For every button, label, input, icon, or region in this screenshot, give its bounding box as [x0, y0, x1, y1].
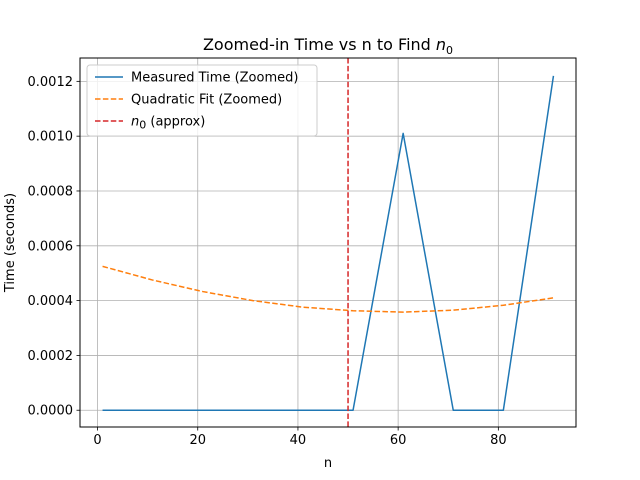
legend-n0-subscript: 0 [139, 119, 146, 132]
legend-label-quadratic: Quadratic Fit (Zoomed) [131, 93, 282, 108]
x-tick-label: 80 [490, 433, 507, 448]
y-tick-label: 0.0012 [28, 75, 74, 90]
legend-n0-symbol: n [131, 115, 139, 130]
x-tick-label: 40 [290, 433, 307, 448]
plot-area-frame [79, 57, 577, 428]
axis-ticks: 0 20 40 60 80 0.0000 0.0002 0.0004 0.0006 0.0008 0… [28, 75, 507, 448]
y-tick-label: 0.0002 [28, 349, 74, 364]
plot-series [102, 58, 555, 427]
chart-title: Zoomed-in Time vs n to Find n0 [203, 35, 453, 57]
x-tick-label: 60 [390, 433, 407, 448]
x-axis-label: n [324, 456, 332, 471]
legend-box [86, 64, 318, 137]
chart-title-subscript: 0 [446, 44, 453, 57]
y-tick-label: 0.0008 [28, 184, 74, 199]
y-tick-label: 0.0010 [28, 130, 74, 145]
y-tick-label: 0.0004 [28, 294, 74, 309]
measured-time-line [102, 75, 555, 411]
legend-label-n0: n0 (approx) [131, 115, 205, 132]
x-tick-label: 20 [189, 433, 206, 448]
legend-label-measured: Measured Time (Zoomed) [131, 71, 298, 86]
chart-title-text: Zoomed-in Time vs n to Find [203, 35, 431, 54]
legend: Measured Time (Zoomed) Quadratic Fit (Zo… [86, 64, 318, 137]
chart-title-symbol: n [436, 35, 446, 54]
y-axis-label: Time (seconds) [3, 193, 18, 293]
legend-n0-rest: (approx) [146, 115, 205, 130]
y-tick-label: 0.0000 [28, 404, 74, 419]
x-tick-label: 0 [93, 433, 101, 448]
y-tick-label: 0.0006 [28, 239, 74, 254]
quadratic-fit-line [102, 265, 554, 313]
